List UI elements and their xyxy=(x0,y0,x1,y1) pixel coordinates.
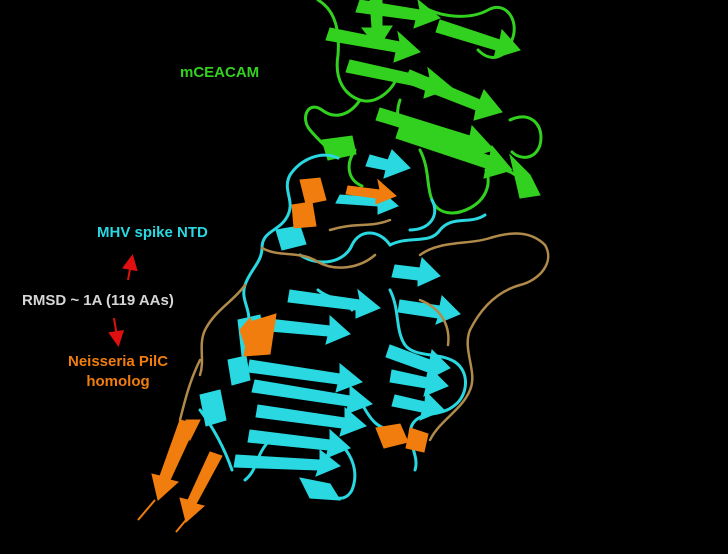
rmsd-label: RMSD ~ 1A (119 AAs) xyxy=(22,292,174,309)
neisseria-label-line1: Neisseria PilC xyxy=(68,353,169,370)
neisseria-label: Neisseria PilC homolog xyxy=(68,352,168,392)
arrow-down-icon xyxy=(108,317,125,347)
neisseria-pilc-ribbon xyxy=(151,177,550,523)
mhv-ntd-ribbon xyxy=(198,149,487,501)
neisseria-label-line2: homolog xyxy=(86,373,150,390)
mhv-ntd-label: MHV spike NTD xyxy=(97,224,208,241)
ceacam-label: mCEACAM xyxy=(180,64,260,81)
arrow-up-icon xyxy=(121,254,138,281)
terminal-tails xyxy=(137,499,187,533)
ceacam-ribbon xyxy=(304,0,543,215)
rmsd-arrows xyxy=(108,254,138,347)
